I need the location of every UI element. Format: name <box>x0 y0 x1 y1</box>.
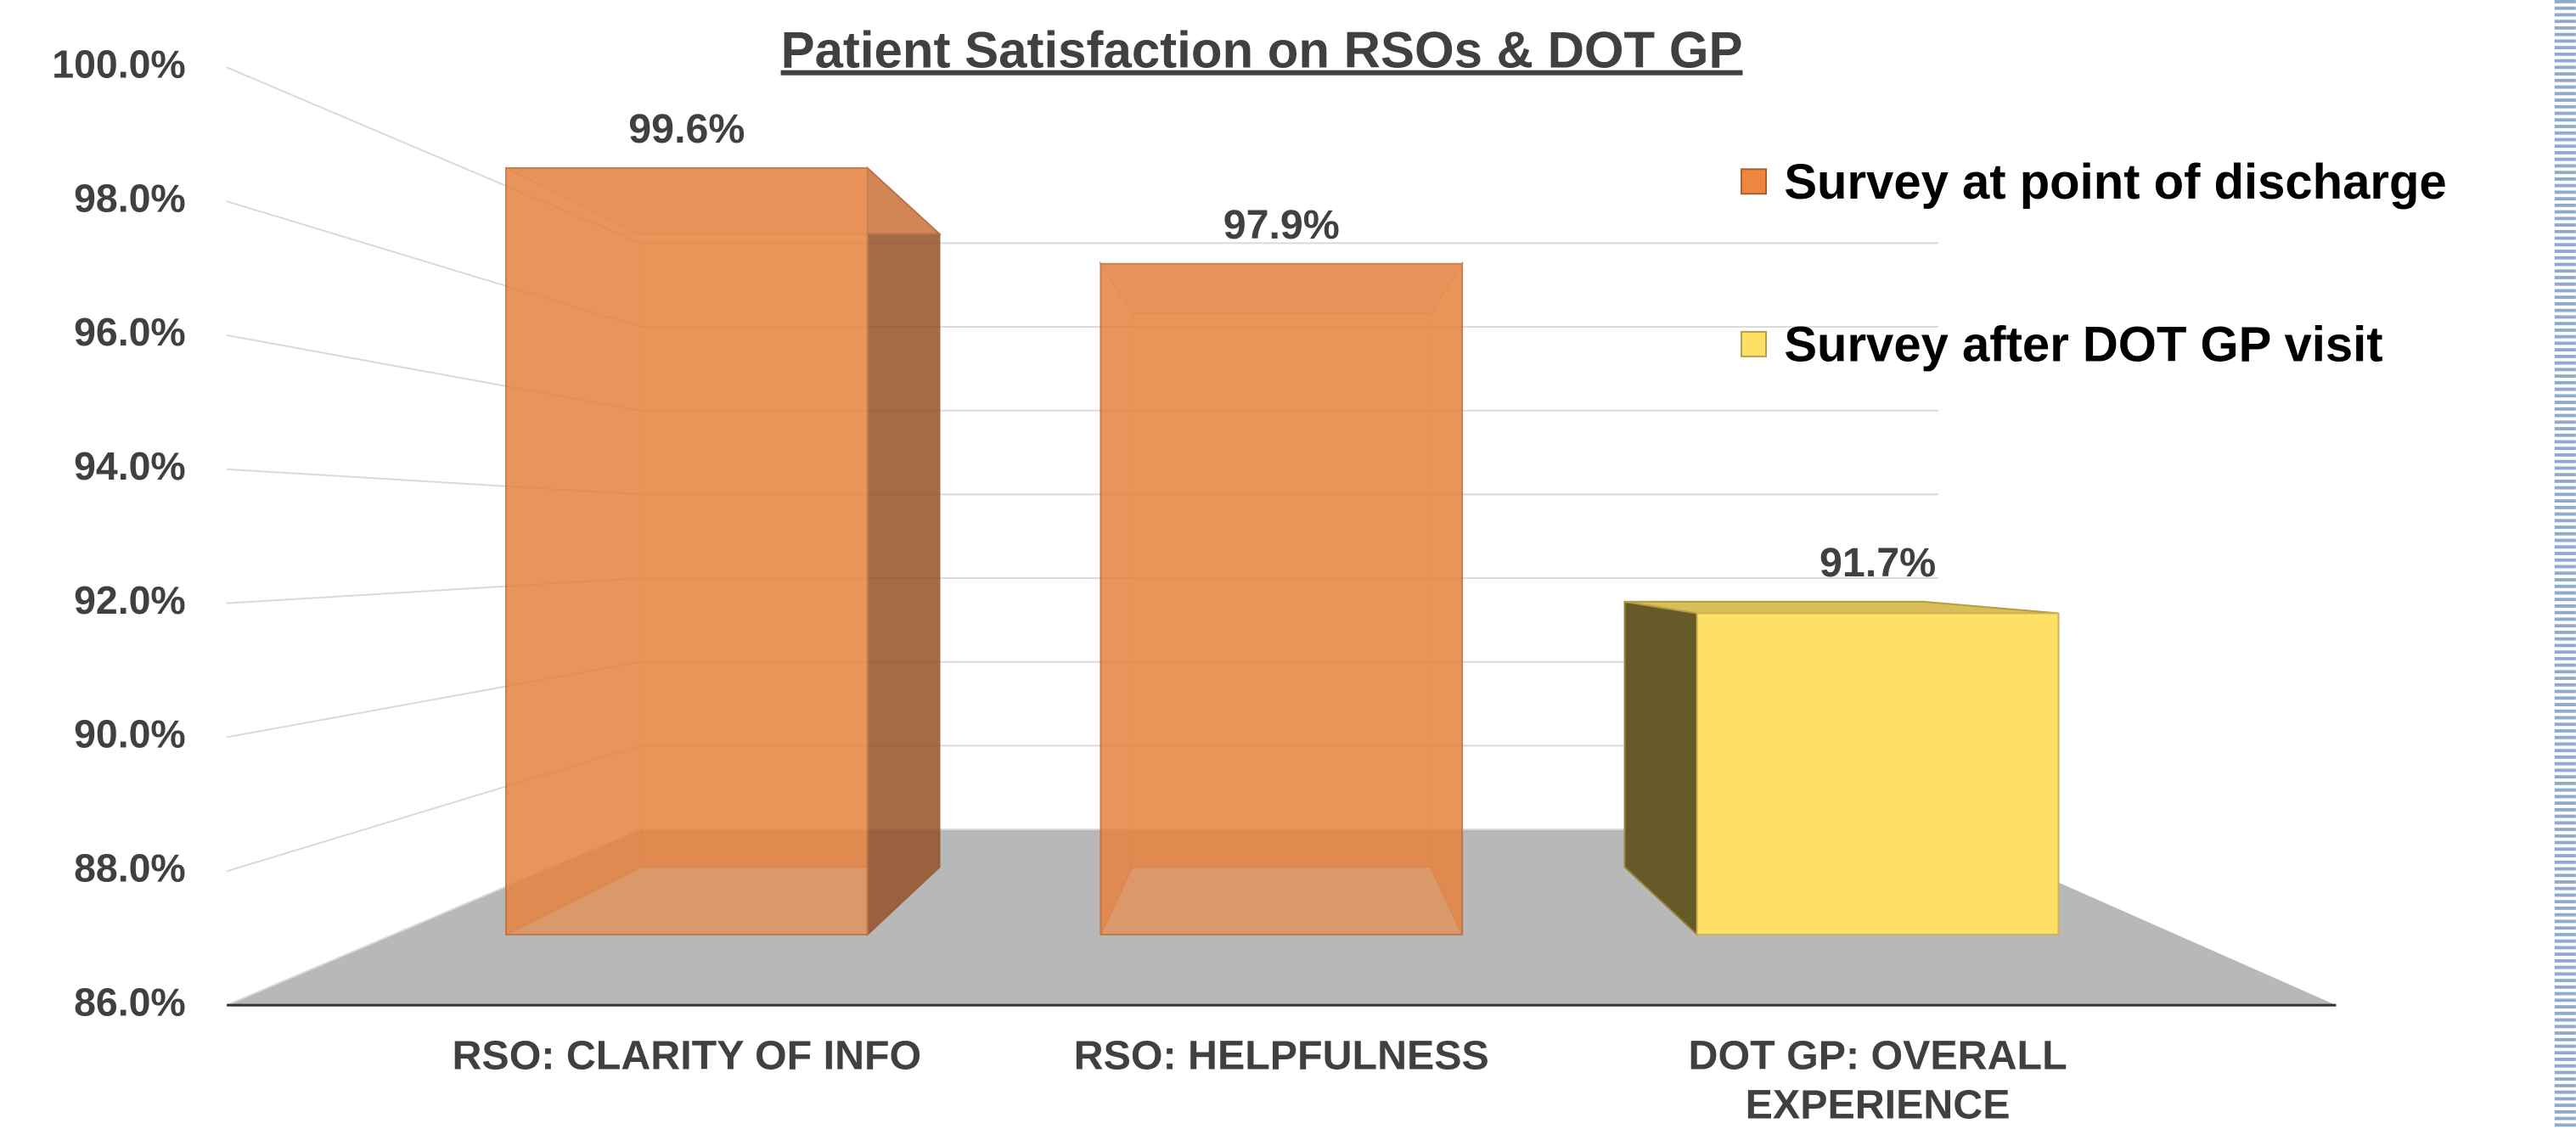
grid-line <box>226 334 1939 412</box>
x-tick-label: DOT GP: OVERALL EXPERIENCE <box>1688 1033 2067 1129</box>
legend-swatch <box>1741 330 1768 357</box>
grid-line <box>226 200 1939 328</box>
bar <box>1099 261 1464 935</box>
grid-line <box>227 468 1939 496</box>
x-tick-label: RSO: CLARITY OF INFO <box>452 1033 922 1080</box>
bar <box>1623 600 2060 937</box>
bars: RSO: CLARITY OF INFO RSO: HELPFULNESS DOT … <box>452 106 2067 1129</box>
value-label: 97.9% <box>1223 202 1340 248</box>
chart-title: Patient Satisfaction on RSOs & DOT GP <box>781 22 1743 79</box>
bar-right <box>866 166 941 937</box>
bar-top <box>1624 600 2059 615</box>
legend-label: Survey at point of discharge <box>1784 154 2446 210</box>
value-label: 99.6% <box>628 106 745 152</box>
y-tick-label: 94.0% <box>74 444 186 488</box>
x-tick-label-box: DOT GP: OVERALL EXPERIENCE <box>1688 1033 2067 1129</box>
grid-line <box>227 577 1939 604</box>
x-tick-label-box: RSO: CLARITY OF INFO <box>452 1033 922 1080</box>
bar-front <box>505 167 869 935</box>
y-tick-label: 96.0% <box>74 310 186 354</box>
grid-line <box>226 66 1939 244</box>
y-tick-label: 98.0% <box>74 176 186 220</box>
y-tick-label: 90.0% <box>74 712 186 756</box>
y-tick-label: 88.0% <box>74 846 186 890</box>
edge-decoration <box>2554 0 2576 1129</box>
bar-front <box>1696 612 2060 935</box>
bar <box>505 166 942 937</box>
bar-front <box>1100 262 1464 935</box>
value-label: 91.7% <box>1820 540 1936 586</box>
x-tick-label: RSO: HELPFULNESS <box>1073 1033 1489 1080</box>
legend-label: Survey after DOT GP visit <box>1784 317 2382 373</box>
x-tick-label-box: RSO: HELPFULNESS <box>1073 1033 1489 1080</box>
y-tick-label: 100.0% <box>52 42 185 87</box>
legend: Survey at point of discharge Survey after… <box>1741 154 2447 373</box>
y-tick-label: 86.0% <box>74 980 186 1024</box>
y-tick-label: 92.0% <box>74 578 186 622</box>
legend-swatch <box>1741 168 1768 195</box>
